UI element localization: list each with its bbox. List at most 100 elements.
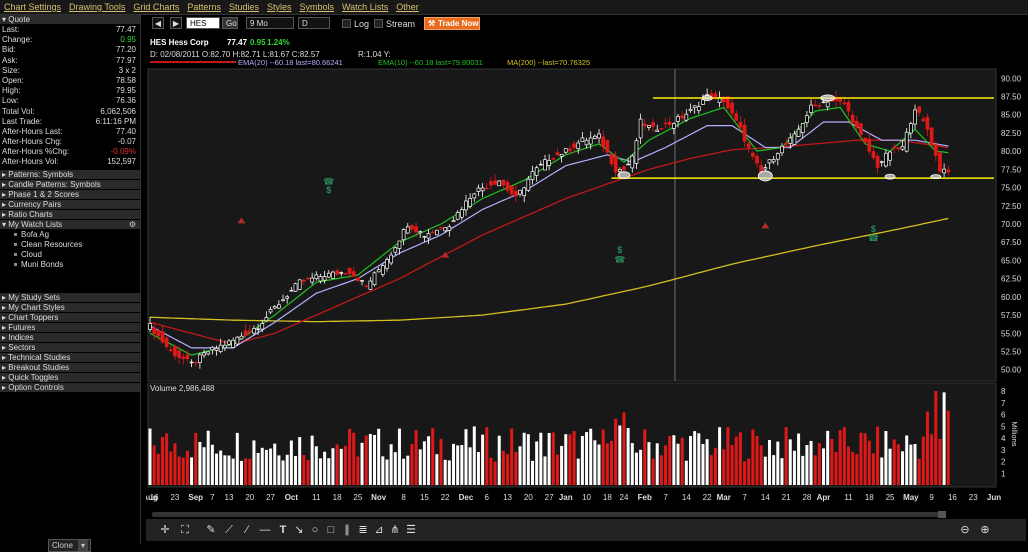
dollar-icon: $: [617, 245, 622, 255]
section-header[interactable]: ▸ My Chart Styles: [0, 302, 140, 313]
candle: [676, 113, 680, 128]
stock-chart[interactable]: HES Hess Corp 77.47 0.95 1.24% D: 02/08/…: [146, 32, 1026, 520]
volume-bar: [913, 443, 917, 485]
volume-bar: [485, 427, 489, 485]
interval-select[interactable]: D: [298, 17, 330, 29]
symbol-input[interactable]: HES: [186, 17, 220, 29]
menu-item-6[interactable]: Symbols: [299, 2, 335, 12]
section-header[interactable]: ▸ Currency Pairs: [0, 199, 140, 210]
arrow-icon[interactable]: ↘: [294, 524, 304, 536]
candle: [900, 139, 905, 151]
section-header[interactable]: ▸ My Study Sets: [0, 292, 140, 303]
menu-item-8[interactable]: Other: [396, 2, 419, 12]
candle: [730, 98, 734, 118]
candle: [933, 141, 938, 162]
candle: [372, 271, 377, 287]
candle: [497, 180, 502, 187]
pencil-icon[interactable]: ✎: [206, 524, 216, 536]
section-header[interactable]: ▸ Phase 1 & 2 Scores: [0, 189, 140, 200]
section-header[interactable]: ▸ Sectors: [0, 342, 140, 353]
section-header[interactable]: ▸ Option Controls: [0, 382, 140, 393]
volume-bar: [277, 455, 281, 485]
trendline-icon[interactable]: ⟋: [225, 524, 233, 536]
text-icon[interactable]: T: [279, 524, 287, 536]
watch-list-item[interactable]: Clean Resources: [0, 240, 140, 250]
candle: [559, 153, 564, 163]
period-select[interactable]: 9 Mo: [246, 17, 294, 29]
menu-item-0[interactable]: Chart Settings: [4, 2, 62, 12]
menu-item-2[interactable]: Grid Charts: [133, 2, 180, 12]
candle: [684, 109, 689, 122]
log-checkbox[interactable]: [342, 19, 351, 28]
ray-icon[interactable]: ∕: [246, 524, 248, 536]
candle: [314, 271, 319, 281]
section-header[interactable]: ▸ Technical Studies: [0, 352, 140, 363]
menu-item-5[interactable]: Styles: [266, 2, 292, 12]
watch-list-item[interactable]: Cloud: [0, 250, 140, 260]
watch-item-label: Bofa Ag: [21, 229, 50, 239]
watch-list-item[interactable]: Muni Bonds: [0, 260, 140, 270]
range-readout: R:1.04 Y:: [358, 50, 391, 59]
channel-icon[interactable]: ∥: [344, 524, 350, 536]
crosshair-icon[interactable]: ✛: [160, 524, 170, 536]
settings-icon[interactable]: ⚙: [128, 219, 136, 229]
volume-bar: [165, 433, 169, 485]
menu-item-1[interactable]: Drawing Tools: [69, 2, 126, 12]
menu-item-3[interactable]: Patterns: [187, 2, 221, 12]
forward-button[interactable]: ▶: [170, 17, 182, 29]
volume-bar: [547, 433, 551, 485]
menu-item-4[interactable]: Studies: [228, 2, 259, 12]
candle: [626, 157, 630, 166]
candle: [218, 338, 223, 354]
volume-bar: [672, 435, 676, 485]
highlight-ellipse: [884, 173, 896, 180]
section-header[interactable]: ▸ Chart Toppers: [0, 312, 140, 323]
volume-bar: [560, 445, 564, 485]
watch-list-item[interactable]: Bofa Ag: [0, 230, 140, 240]
volume-bar: [605, 443, 609, 485]
watch-list: Bofa Ag Clean Resources Cloud Muni Bonds: [0, 230, 140, 270]
watch-lists-header[interactable]: ▾ My Watch Lists ⚙: [0, 219, 140, 230]
section-header[interactable]: ▸ Indices: [0, 332, 140, 343]
candle: [630, 154, 635, 173]
pitchfork-icon[interactable]: ⋔: [390, 524, 400, 536]
candle: [879, 160, 884, 167]
candle: [318, 273, 323, 284]
clone-button[interactable]: Clone ▾: [48, 539, 91, 552]
volume-bar: [219, 450, 223, 485]
quote-value: 77.40: [115, 126, 136, 136]
trade-now-button[interactable]: ⚒ Trade Now: [424, 17, 480, 30]
stream-checkbox[interactable]: [374, 19, 383, 28]
horizontal-line-icon[interactable]: —: [259, 524, 271, 536]
gann-icon[interactable]: ⊿: [374, 524, 384, 536]
quote-value: 77.97: [115, 55, 136, 65]
quote-label: Open:: [2, 75, 24, 85]
volume-bar: [618, 425, 622, 485]
go-button[interactable]: Go: [222, 17, 238, 29]
fibonacci-icon[interactable]: ≣: [358, 524, 368, 536]
volume-bar: [281, 460, 285, 485]
zoom-out-icon[interactable]: ⊖: [960, 524, 970, 536]
section-header[interactable]: ▸ Patterns: Symbols: [0, 169, 140, 180]
rectangle-icon[interactable]: □: [327, 524, 335, 536]
volume-bar: [772, 455, 776, 485]
section-header[interactable]: ▸ Futures: [0, 322, 140, 333]
section-label: Quick Toggles: [8, 372, 59, 382]
candle: [896, 147, 901, 152]
section-header[interactable]: ▸ Breakout Studies: [0, 362, 140, 373]
quote-header[interactable]: ▾ Quote: [0, 15, 140, 25]
section-header[interactable]: ▸ Quick Toggles: [0, 372, 140, 383]
list-icon[interactable]: ☰: [406, 524, 416, 536]
menu-item-7[interactable]: Watch Lists: [342, 2, 389, 12]
zoom-in-icon[interactable]: ⊕: [980, 524, 990, 536]
quote-value: 77.47: [115, 25, 136, 34]
ellipse-icon[interactable]: ○: [311, 524, 319, 536]
section-header[interactable]: ▸ Candle Patterns: Symbols: [0, 179, 140, 190]
candle: [256, 323, 260, 335]
candle: [405, 222, 410, 234]
volume-bar: [755, 436, 759, 485]
back-button[interactable]: ◀: [152, 17, 164, 29]
quote-label: Last:: [2, 25, 20, 34]
section-header[interactable]: ▸ Ratio Charts: [0, 209, 140, 220]
select-icon[interactable]: ⛶: [181, 524, 189, 536]
